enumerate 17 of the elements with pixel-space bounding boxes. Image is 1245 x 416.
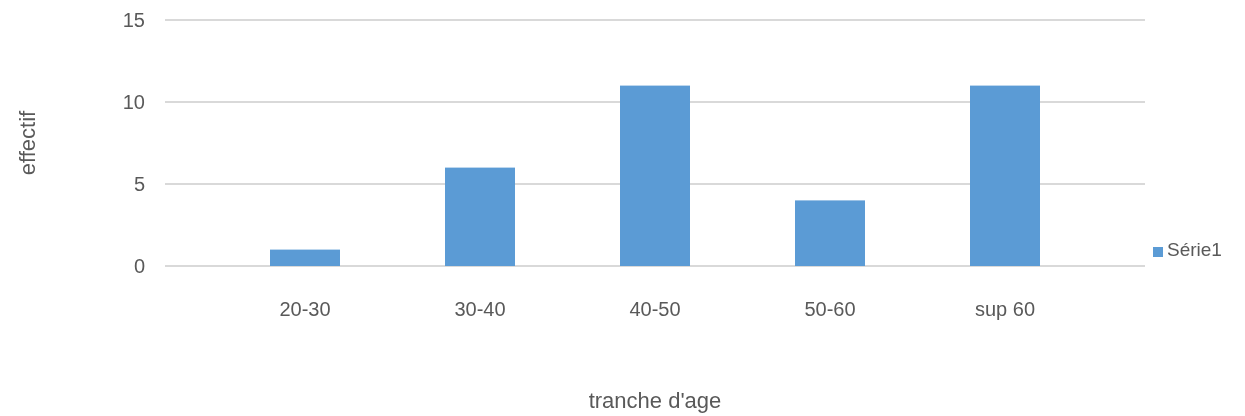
y-tick-label: 0 <box>133 255 145 277</box>
x-tick-label: 20-30 <box>279 298 331 320</box>
y-tick-label: 10 <box>122 91 145 113</box>
x-tick-label: 30-40 <box>454 298 506 320</box>
bar <box>270 249 340 266</box>
bar <box>445 167 515 266</box>
bar <box>620 85 690 266</box>
x-axis-title: tranche d'age <box>588 388 722 413</box>
bar <box>795 200 865 266</box>
y-tick-label: 5 <box>133 173 145 195</box>
x-tick-label: 40-50 <box>629 298 681 320</box>
y-tick-label: 15 <box>122 9 145 31</box>
bar <box>970 85 1040 266</box>
legend-label: Série1 <box>1167 239 1222 260</box>
x-tick-label: sup 60 <box>974 298 1036 320</box>
y-axis-title: effectif <box>15 109 40 176</box>
x-tick-label: 50-60 <box>804 298 856 320</box>
